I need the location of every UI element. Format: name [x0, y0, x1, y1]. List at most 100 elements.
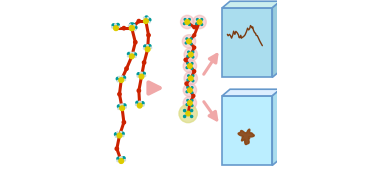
Circle shape [191, 115, 193, 118]
Circle shape [129, 26, 134, 30]
Circle shape [143, 105, 144, 106]
Circle shape [189, 52, 193, 57]
Circle shape [187, 62, 189, 64]
Circle shape [147, 45, 148, 46]
Circle shape [122, 26, 125, 30]
Circle shape [117, 157, 120, 160]
Circle shape [188, 51, 189, 53]
Circle shape [193, 70, 196, 73]
Circle shape [184, 58, 187, 61]
Circle shape [118, 108, 119, 109]
Circle shape [119, 76, 120, 78]
Circle shape [183, 23, 185, 24]
Circle shape [193, 46, 196, 49]
Polygon shape [272, 1, 280, 77]
Circle shape [191, 62, 193, 64]
Circle shape [186, 91, 188, 93]
Circle shape [184, 48, 197, 61]
Circle shape [144, 19, 148, 23]
Circle shape [117, 132, 118, 133]
Circle shape [145, 47, 150, 52]
Circle shape [144, 45, 147, 48]
Circle shape [119, 159, 124, 163]
Circle shape [137, 76, 138, 77]
Circle shape [135, 56, 136, 57]
Circle shape [192, 51, 194, 53]
Circle shape [133, 25, 135, 26]
Circle shape [186, 67, 188, 68]
Circle shape [134, 29, 136, 30]
Circle shape [122, 135, 124, 137]
Circle shape [184, 109, 186, 112]
Circle shape [185, 82, 188, 85]
Circle shape [140, 72, 141, 74]
Circle shape [143, 72, 146, 75]
Circle shape [127, 55, 129, 57]
Circle shape [144, 17, 145, 19]
Circle shape [197, 20, 202, 24]
Circle shape [139, 101, 140, 103]
Circle shape [136, 101, 139, 104]
Polygon shape [222, 89, 280, 96]
Circle shape [120, 106, 124, 111]
Circle shape [183, 96, 197, 110]
Circle shape [191, 68, 193, 70]
Polygon shape [222, 8, 272, 77]
Circle shape [137, 103, 142, 108]
Circle shape [119, 78, 124, 82]
Circle shape [116, 23, 119, 26]
Circle shape [196, 23, 198, 24]
Circle shape [124, 79, 125, 81]
Circle shape [134, 25, 135, 26]
Circle shape [189, 24, 190, 26]
Circle shape [148, 45, 151, 48]
Circle shape [136, 104, 137, 105]
Circle shape [132, 23, 135, 26]
Circle shape [121, 157, 122, 158]
Circle shape [141, 102, 144, 105]
Circle shape [122, 104, 123, 105]
Circle shape [137, 20, 141, 23]
Circle shape [137, 89, 141, 92]
Circle shape [120, 104, 121, 106]
Circle shape [183, 59, 197, 73]
Circle shape [130, 23, 133, 26]
Circle shape [118, 93, 121, 96]
Circle shape [192, 75, 194, 77]
Circle shape [134, 41, 137, 44]
Circle shape [193, 15, 206, 29]
Circle shape [115, 136, 117, 137]
Circle shape [131, 24, 132, 25]
Circle shape [121, 132, 124, 135]
Circle shape [118, 105, 121, 108]
Circle shape [140, 101, 141, 103]
Circle shape [183, 83, 197, 97]
Circle shape [192, 95, 195, 97]
Circle shape [137, 73, 140, 76]
Circle shape [184, 18, 186, 20]
Circle shape [116, 77, 119, 80]
Circle shape [149, 21, 150, 23]
Circle shape [131, 23, 134, 26]
Circle shape [120, 157, 121, 158]
Circle shape [187, 79, 189, 81]
Circle shape [127, 52, 130, 55]
Circle shape [125, 67, 128, 70]
Circle shape [185, 20, 189, 24]
Circle shape [114, 26, 118, 30]
Circle shape [181, 15, 194, 29]
Circle shape [115, 133, 118, 136]
Circle shape [129, 25, 130, 26]
Circle shape [201, 18, 203, 20]
Circle shape [112, 27, 113, 28]
Circle shape [130, 52, 132, 54]
Polygon shape [222, 96, 272, 165]
Circle shape [179, 104, 197, 123]
Circle shape [120, 131, 122, 133]
Circle shape [115, 24, 116, 25]
Circle shape [117, 133, 122, 138]
Circle shape [147, 17, 149, 19]
Circle shape [125, 107, 126, 108]
Circle shape [197, 18, 198, 20]
Circle shape [191, 92, 193, 94]
